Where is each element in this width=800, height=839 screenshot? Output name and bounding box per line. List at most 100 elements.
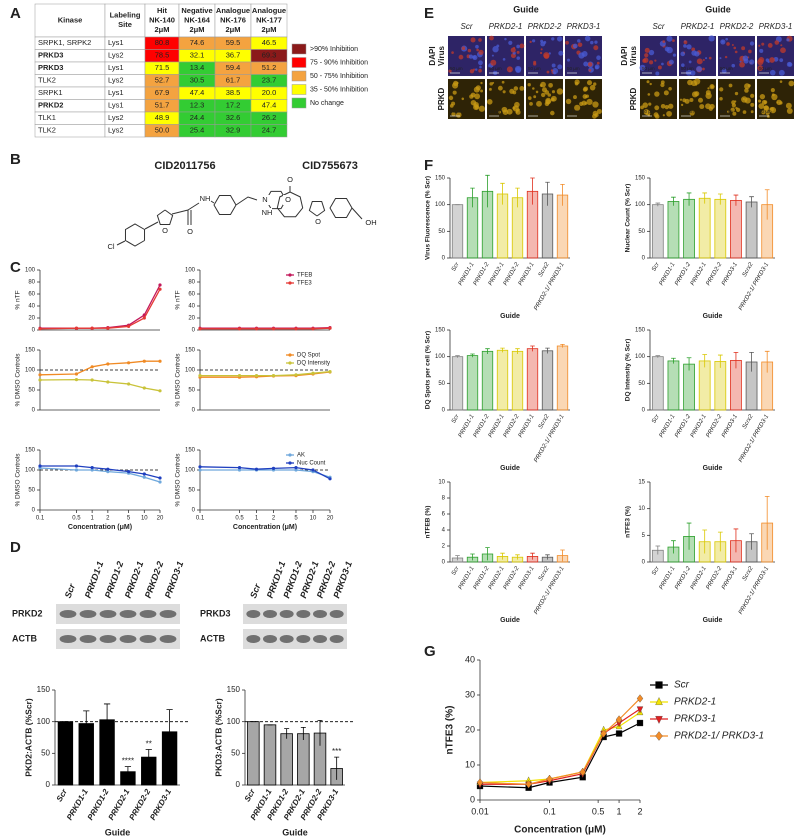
data-point [158, 283, 162, 287]
error-bar [334, 756, 340, 780]
cell-speck [486, 99, 493, 105]
y-tick-label: 0 [442, 560, 446, 566]
cell-speck [765, 110, 770, 116]
error-bar [671, 357, 676, 364]
x-tick-label: 1 [255, 516, 259, 522]
y-tick-label: 150 [185, 348, 196, 354]
cell-speck [742, 110, 747, 114]
structure-title: CID755673 [302, 160, 358, 172]
cell-speck [721, 68, 727, 74]
legend-marker [288, 461, 292, 465]
blot-band [119, 610, 137, 618]
cell-speck [734, 50, 738, 54]
cell-speck [565, 40, 569, 45]
y-tick-label: 5 [642, 533, 646, 539]
column-header: 2μM [189, 25, 204, 34]
cell-speck [709, 84, 715, 90]
blot-row-label: PRKD3 [200, 608, 231, 618]
cell-speck [590, 40, 594, 45]
bond [276, 191, 304, 218]
cell-speck [474, 105, 479, 110]
y-tick-label: 100 [25, 368, 36, 374]
y-tick-label: 10 [638, 506, 645, 512]
error-bar [284, 728, 290, 739]
cell-speck [765, 58, 770, 62]
scale-bar-label: 50 µm [489, 66, 502, 71]
bond [351, 207, 363, 220]
cell-speck [769, 106, 777, 114]
bar [730, 199, 742, 259]
x-tick-label: Scr [651, 261, 661, 273]
y-tick-label: 0 [32, 328, 36, 334]
data-point [127, 324, 131, 328]
atom-label: N [262, 195, 267, 204]
cell-text: PRKD2 [38, 101, 63, 110]
cell-speck [683, 40, 688, 45]
error-bar [717, 193, 723, 205]
blot-band [119, 635, 137, 643]
cell-speck [759, 48, 764, 53]
table-cell [250, 124, 288, 138]
bar [745, 201, 758, 259]
series-line [200, 326, 331, 329]
cell-speck [594, 40, 598, 44]
atom-backdrop [285, 175, 295, 185]
y-tick-label: 10 [465, 759, 475, 769]
micrograph-title: Guide [513, 4, 539, 14]
cell-text: 26.2 [262, 113, 277, 122]
cell-text: 69.3 [262, 51, 277, 60]
scale-bar-label: 50 µm [642, 109, 655, 114]
column-header: 2μM [261, 25, 276, 34]
cell-speck [506, 66, 513, 73]
cell-speck [672, 39, 675, 43]
error-bar [470, 187, 475, 208]
cell-text: 51.2 [262, 63, 277, 72]
y-axis-label: DQ Spots per cell (% Scr) [425, 331, 432, 409]
cell-speck [668, 103, 674, 109]
cell-speck [529, 40, 532, 44]
error-bar [560, 344, 565, 348]
cell-speck [540, 48, 543, 51]
blot-strip [56, 604, 180, 624]
lane-label: PRKD2-1 [489, 22, 523, 31]
cell-speck [501, 106, 508, 113]
cell-speck [478, 105, 485, 112]
cell-speck [448, 95, 454, 101]
data-point [271, 374, 276, 378]
legend-label: PRKD3-1 [674, 714, 716, 725]
data-point [127, 470, 131, 474]
x-axis-label: Guide [500, 617, 520, 624]
cell-speck [546, 70, 550, 74]
blot-band [279, 635, 294, 643]
atom-backdrop [366, 218, 376, 228]
cell-speck [468, 54, 474, 59]
y-tick-label: 20 [188, 316, 195, 322]
cell-speck [732, 111, 737, 116]
x-axis-label: Concentration (μM) [68, 524, 132, 531]
data-point [142, 316, 146, 320]
cell-speck [785, 102, 792, 109]
y-tick-label: 0 [192, 408, 196, 414]
data-point [90, 326, 94, 330]
cell-speck [733, 46, 737, 50]
cell-speck [672, 53, 677, 57]
cell-speck [573, 95, 577, 100]
x-axis-label: Concentration (μM) [514, 825, 606, 836]
error-bar [530, 345, 535, 352]
data-point [328, 370, 332, 374]
cell-speck [469, 69, 475, 74]
error-bar [733, 528, 739, 553]
cell-speck [509, 88, 515, 94]
error-bar [655, 545, 661, 555]
cell-speck [761, 110, 766, 115]
error-bar [655, 355, 661, 358]
y-tick-label: 100 [227, 717, 241, 726]
atom-label: NH [262, 208, 273, 217]
x-axis-label: Guide [500, 313, 520, 320]
cell-speck [769, 69, 776, 76]
error-bar [671, 540, 676, 554]
blot-band [79, 635, 97, 643]
error-bar [317, 720, 323, 746]
y-tick-label: 100 [635, 354, 646, 360]
cell-speck [504, 37, 507, 41]
